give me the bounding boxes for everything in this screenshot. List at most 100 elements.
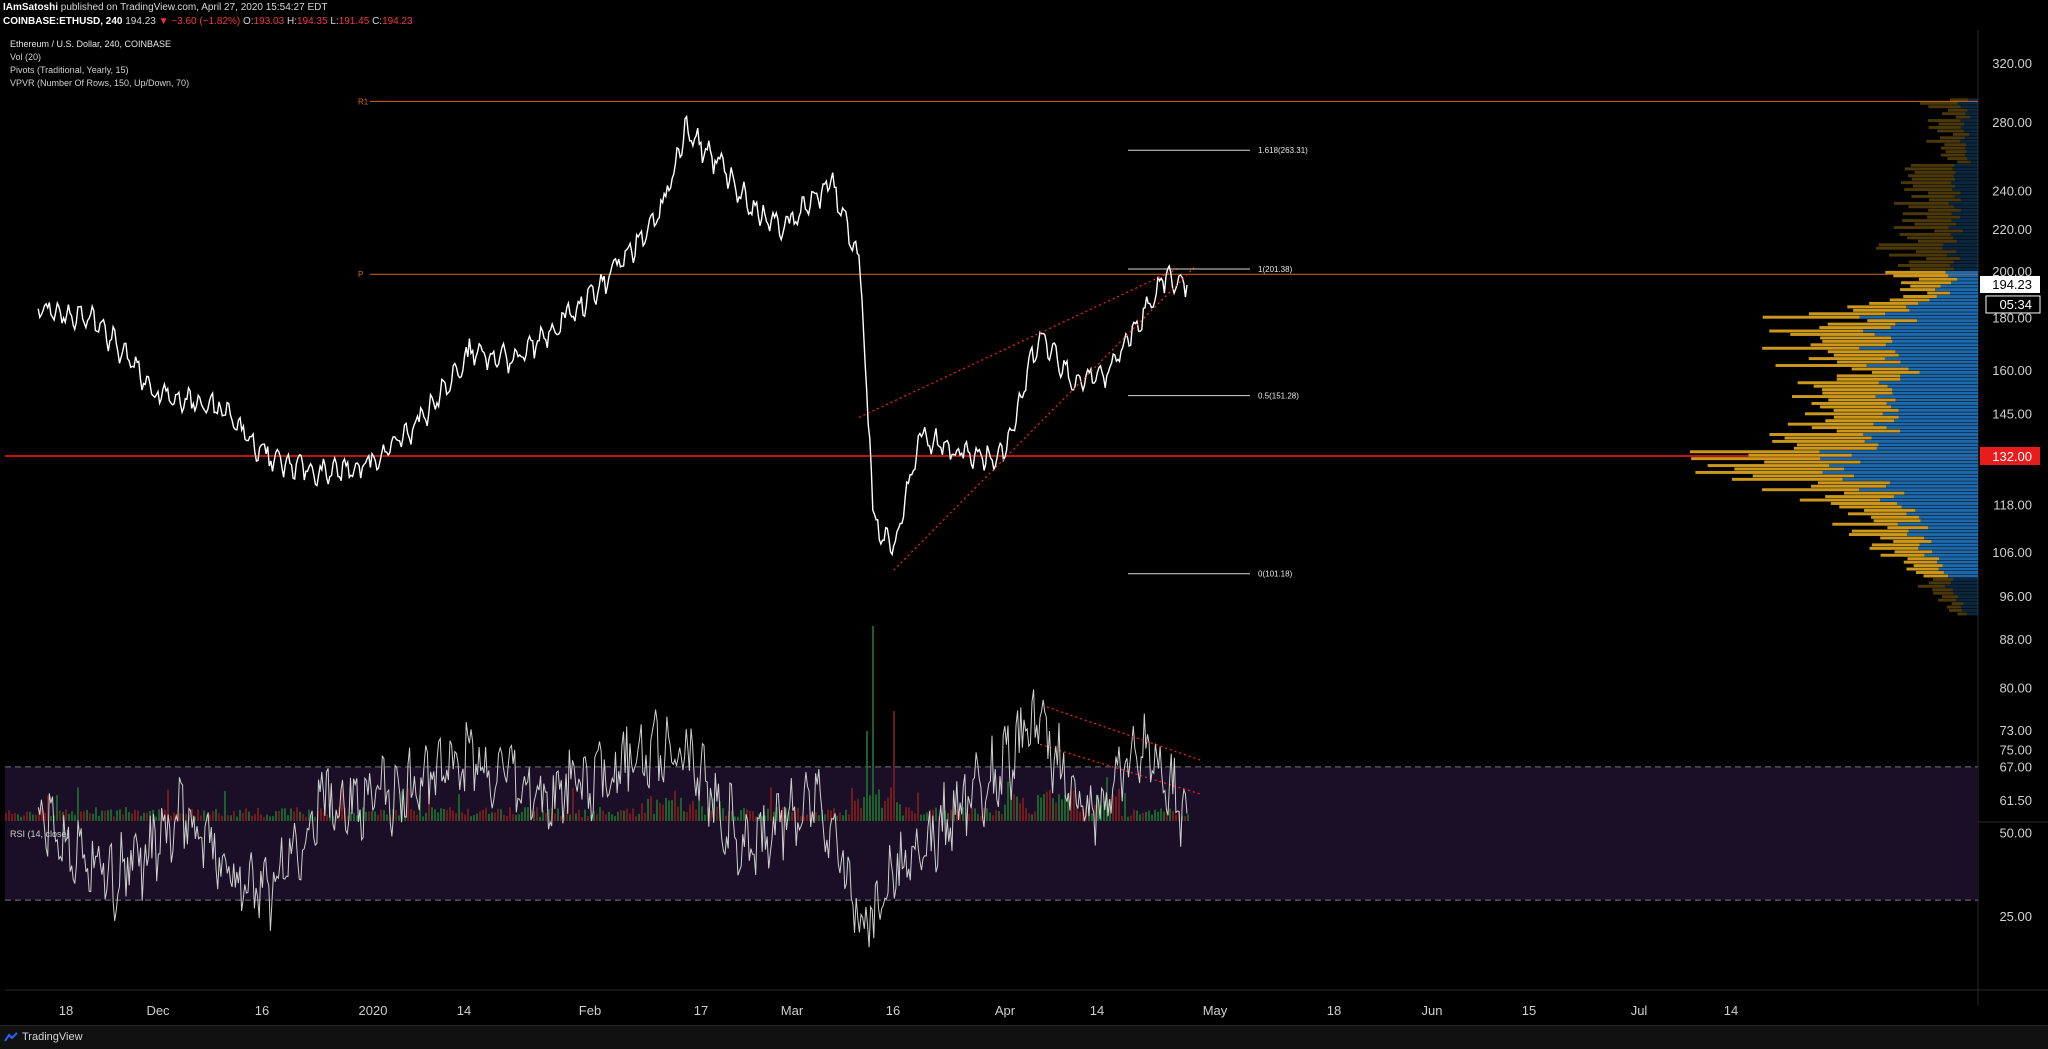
volume-bar <box>977 814 979 821</box>
volume-bar <box>1001 814 1003 821</box>
volume-bar <box>440 808 442 821</box>
volume-bar <box>587 815 589 821</box>
volume-bar <box>512 814 514 821</box>
volume-bar <box>1133 809 1135 821</box>
symbol-label[interactable]: COINBASE:ETHUSD, 240 <box>3 16 123 27</box>
vp-up-row <box>1969 132 1978 136</box>
vp-up-row <box>1907 533 1978 537</box>
volume-bar <box>905 807 907 821</box>
rsi-legend[interactable]: RSI (14, close) <box>10 829 70 839</box>
legend-vpvr[interactable]: VPVR (Number Of Rows, 150, Up/Down, 70) <box>10 78 190 88</box>
volume-bar <box>95 807 97 821</box>
legend-title[interactable]: Ethereum / U.S. Dollar, 240, COINBASE <box>10 39 172 49</box>
vp-down-row <box>1902 219 1952 223</box>
vp-up-row <box>1960 198 1978 202</box>
volume-bar <box>218 813 220 821</box>
vp-down-row <box>1867 319 1918 323</box>
vp-up-row <box>1886 401 1978 405</box>
volume-bar <box>47 795 49 821</box>
volume-bar <box>722 808 724 821</box>
volume-bar <box>341 790 343 821</box>
vp-up-row <box>1948 201 1978 205</box>
vp-up-row <box>1956 239 1978 243</box>
publish-info: published on TradingView.com, April 27, … <box>60 2 328 13</box>
vp-up-row <box>1966 150 1978 154</box>
vp-up-row <box>1895 350 1978 354</box>
vp-up-row <box>1918 546 1978 550</box>
vp-up-row <box>1959 139 1978 143</box>
volume-bar <box>89 813 91 821</box>
volume-bar <box>626 808 628 821</box>
volume-bar <box>227 815 229 821</box>
legend-pivots[interactable]: Pivots (Traditional, Yearly, 15) <box>10 65 129 75</box>
volume-bar <box>500 809 502 821</box>
tradingview-brand[interactable]: TradingView <box>22 1031 83 1043</box>
vp-down-row <box>1811 426 1887 430</box>
vp-up-row <box>1958 595 1978 599</box>
volume-bar <box>620 809 622 821</box>
volume-bar <box>863 797 865 821</box>
fib-level-label: 1.618(263.31) <box>1258 146 1308 155</box>
vp-down-row <box>1900 288 1936 292</box>
vp-up-row <box>1962 229 1978 233</box>
vp-up-row <box>1819 450 1978 454</box>
price-chart[interactable]: R1 P 1.618(263.31) 1(201.38) 0.5(151.28) 0(10… <box>0 30 2048 1025</box>
indicator-legend: Ethereum / U.S. Dollar, 240, COINBASE Vo… <box>10 38 189 90</box>
time-axis-label: 18 <box>1327 1003 1341 1018</box>
price-axis-label: 96.00 <box>1999 589 2032 604</box>
volume-bar <box>155 816 157 821</box>
vp-down-row <box>1928 581 1951 585</box>
vp-down-row <box>1934 229 1963 233</box>
low-value: 191.45 <box>338 16 370 27</box>
time-axis-label: Jul <box>1631 1003 1648 1018</box>
vp-up-row <box>1919 515 1978 519</box>
volume-bar <box>443 809 445 821</box>
author-name[interactable]: IAmSatoshi <box>3 2 59 13</box>
volume-bar <box>935 807 937 821</box>
volume-bar <box>1019 803 1021 821</box>
volume-bar <box>842 815 844 821</box>
price-axis-label: 220.00 <box>1992 222 2032 237</box>
price-axis-label: 145.00 <box>1992 406 2032 421</box>
volume-bar <box>122 814 124 821</box>
volume-bar <box>926 812 928 821</box>
volume-bar <box>74 814 76 821</box>
vp-down-row <box>1945 150 1967 154</box>
legend-vol[interactable]: Vol (20) <box>10 52 42 62</box>
price-axis-label: 200.00 <box>1992 264 2032 279</box>
vp-down-row <box>1822 388 1893 392</box>
chart-area[interactable]: R1 P 1.618(263.31) 1(201.38) 0.5(151.28) 0(10… <box>0 30 2048 1025</box>
volume-bar <box>923 814 925 821</box>
volume-bar <box>632 808 634 821</box>
volume-bar <box>257 807 259 821</box>
vp-down-row <box>1769 433 1864 436</box>
vp-down-row <box>1904 167 1953 171</box>
volume-bar <box>1175 814 1177 821</box>
volume-bar <box>992 815 994 821</box>
volume-bar <box>692 800 694 821</box>
vp-down-row <box>1904 188 1953 192</box>
vp-up-row <box>1960 125 1978 129</box>
vp-down-row <box>1928 105 1961 109</box>
vp-up-row <box>1918 301 1978 305</box>
vp-up-row <box>1937 560 1978 564</box>
vp-down-row <box>1902 212 1952 216</box>
volume-bar <box>1055 802 1057 821</box>
rsi-divergence-line <box>1046 706 1202 761</box>
volume-bar <box>284 808 286 821</box>
volume-bar <box>782 807 784 821</box>
vp-down-row <box>1871 515 1920 519</box>
volume-bar <box>1079 811 1081 821</box>
time-axis-label: Apr <box>995 1003 1016 1018</box>
vp-down-row <box>1911 194 1955 198</box>
vp-up-row <box>1965 112 1978 116</box>
vp-down-row <box>1827 322 1896 326</box>
vp-down-row <box>1844 491 1905 495</box>
price-axis-label: 240.00 <box>1992 183 2032 198</box>
vp-up-row <box>1878 443 1978 447</box>
volume-bar <box>479 811 481 821</box>
volume-bar <box>26 811 28 821</box>
tradingview-logo-icon[interactable] <box>4 1032 18 1042</box>
vp-up-row <box>1904 491 1978 495</box>
volume-bar <box>1148 810 1150 821</box>
